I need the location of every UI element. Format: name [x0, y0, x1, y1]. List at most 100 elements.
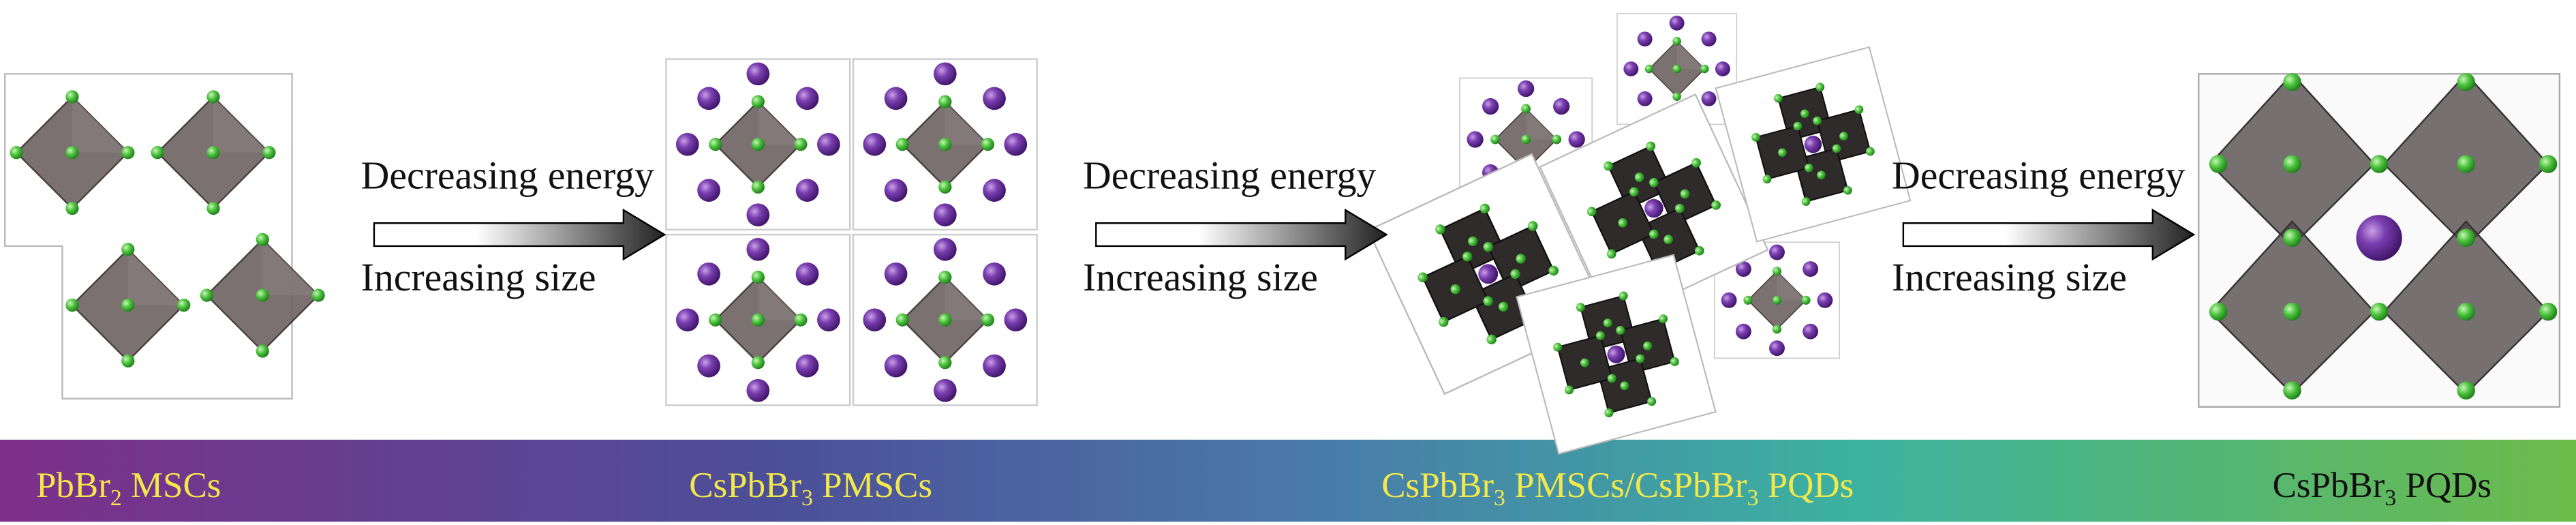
br-atom [938, 95, 952, 108]
arrow-bottom-text: Increasing size [1083, 256, 1318, 299]
cluster-frame [852, 233, 1038, 406]
cs-atom [1644, 198, 1663, 218]
br-atom [65, 201, 79, 215]
label-part: PQDs [2396, 466, 2491, 505]
arrow-bottom-text: Increasing size [1892, 256, 2127, 299]
br-atom [262, 146, 276, 160]
cs-atom [1004, 132, 1028, 156]
br-atom [1439, 316, 1449, 327]
cs-atom [746, 378, 770, 402]
octahedron-face [1676, 41, 1705, 70]
cluster-frame [665, 233, 851, 406]
br-atom [1643, 341, 1653, 350]
subscript: 3 [2385, 485, 2396, 511]
br-atom [1604, 161, 1613, 171]
br-atom [2370, 302, 2389, 321]
br-atom [1604, 408, 1614, 418]
cluster [1713, 241, 1840, 359]
cs-atom [884, 354, 908, 378]
br-atom [1417, 272, 1428, 282]
color-bar [0, 439, 2576, 522]
octahedron-face [945, 277, 988, 320]
cs-atom [1701, 31, 1717, 47]
cs-atom [1804, 136, 1822, 153]
br-atom [751, 271, 765, 284]
cs-atom [1517, 80, 1535, 97]
cluster [1715, 46, 1912, 243]
br-atom [2283, 228, 2301, 247]
br-atom [1817, 170, 1826, 180]
br-atom [2283, 381, 2301, 400]
cs-atom [1769, 340, 1785, 357]
br-atom [1801, 295, 1811, 305]
br-atom [1743, 295, 1753, 305]
arrow [1902, 208, 2196, 261]
label-part: PbBr [36, 466, 110, 505]
br-atom [206, 90, 220, 104]
br-atom [1552, 134, 1562, 145]
br-atom [1772, 295, 1782, 305]
br-atom [1483, 296, 1493, 306]
br-atom [1800, 109, 1809, 119]
cluster [1516, 254, 1717, 455]
br-atom [1772, 267, 1782, 276]
cluster [665, 233, 851, 406]
cs-atom [795, 87, 819, 110]
br-atom [981, 313, 995, 327]
arrow [1095, 208, 1388, 261]
cs-atom [1701, 91, 1717, 106]
br-atom [1576, 303, 1585, 312]
br-atom [121, 146, 135, 160]
br-atom [256, 232, 269, 246]
cs-atom [1637, 91, 1653, 106]
cs-atom [1769, 244, 1785, 260]
cs-atom [1623, 61, 1639, 77]
arrow [373, 208, 666, 261]
cluster [2209, 72, 2558, 400]
cluster [65, 243, 191, 368]
br-atom [709, 313, 722, 327]
br-atom [895, 313, 909, 327]
br-atom [938, 356, 952, 370]
br-atom [151, 146, 164, 160]
br-atom [2283, 302, 2301, 321]
cs-atom [1721, 292, 1737, 308]
stage-label: PbBr2 MSCs [36, 466, 221, 511]
cs-atom [983, 262, 1006, 286]
br-atom [1548, 265, 1559, 276]
cluster [1539, 93, 1769, 324]
cluster [852, 233, 1038, 406]
br-atom [1618, 217, 1628, 228]
cs-atom [746, 62, 770, 86]
br-atom [1595, 331, 1605, 340]
label-part: PQDs [1758, 466, 1854, 505]
br-atom [2283, 155, 2301, 173]
cs-atom [1004, 308, 1028, 332]
cluster [665, 58, 851, 231]
br-atom [1490, 134, 1500, 145]
br-atom [1670, 357, 1679, 366]
br-atom [938, 313, 952, 327]
arrow-bottom-text: Increasing size [361, 256, 596, 299]
br-atom [751, 356, 765, 370]
br-atom [2457, 73, 2475, 91]
br-atom [200, 288, 213, 302]
br-atom [1646, 141, 1656, 151]
cs-atom [1735, 261, 1751, 277]
br-atom [206, 146, 220, 160]
br-atom [1521, 134, 1531, 145]
br-atom [256, 288, 269, 302]
br-atom [1691, 158, 1701, 168]
br-atom [1815, 82, 1825, 92]
octahedron-face [262, 239, 319, 296]
cs-atom [675, 308, 699, 332]
arrow-top-text: Decreasing energy [1083, 155, 1376, 198]
br-atom [1832, 144, 1841, 153]
cs-atom [746, 237, 770, 261]
cs-atom [697, 262, 720, 286]
br-atom [1772, 325, 1782, 334]
br-atom [1603, 318, 1612, 328]
cs-atom [863, 308, 887, 332]
br-atom [1486, 334, 1497, 345]
cs-atom [1467, 131, 1484, 148]
